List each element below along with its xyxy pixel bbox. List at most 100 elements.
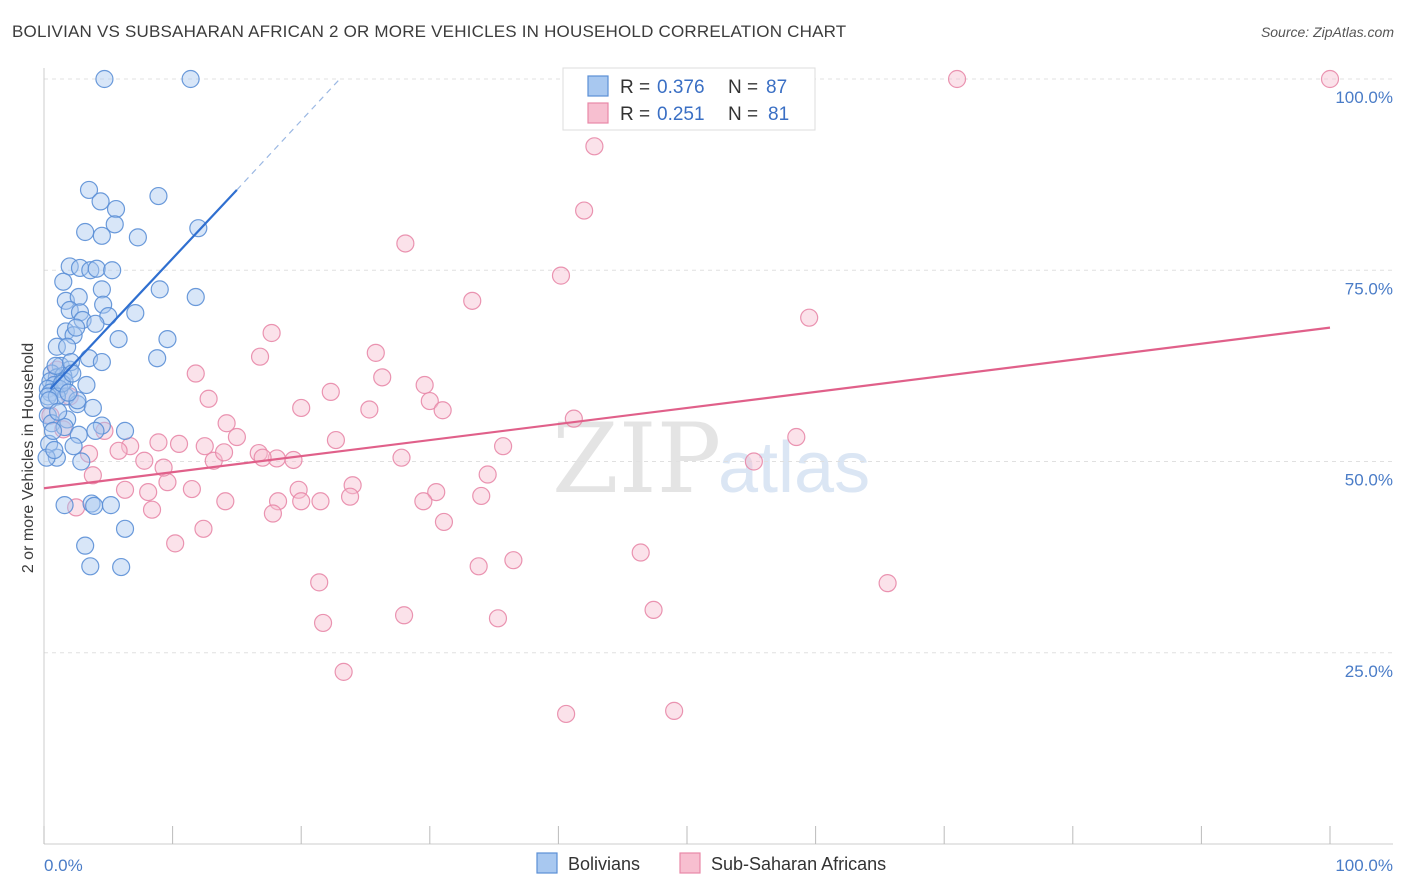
- subsaharan-point-22: [494, 437, 513, 456]
- bolivian-point-56: [55, 417, 74, 437]
- subsaharan-point-15: [199, 389, 218, 408]
- subsaharan-point-38: [744, 452, 763, 471]
- subsaharan-point-18: [360, 400, 379, 419]
- bolivian-point-21: [69, 287, 88, 307]
- subsaharan-point-67: [394, 606, 414, 625]
- bolivian-point-73: [37, 448, 56, 467]
- subsaharan-point-29: [109, 441, 128, 460]
- subsaharan-point-57: [67, 498, 86, 517]
- bottom-legend-swatch-subsaharan: [679, 852, 701, 874]
- subsaharan-point-65: [878, 574, 897, 593]
- subsaharan-point-2: [585, 137, 604, 156]
- subsaharan-point-21: [217, 414, 236, 433]
- bolivian-points: [37, 69, 208, 577]
- subsaharan-point-12: [373, 368, 392, 387]
- legend-n-value-2: 81: [768, 104, 789, 125]
- legend-n-label-2: N =: [728, 104, 758, 125]
- bolivian-point-18: [150, 280, 169, 299]
- bolivian-point-5: [149, 186, 168, 206]
- bolivian-point-28: [86, 314, 105, 333]
- subsaharan-point-8: [262, 323, 281, 343]
- bolivian-point-9: [128, 228, 147, 247]
- legend-swatch-subsaharan: [587, 102, 609, 124]
- subsaharan-point-50: [216, 492, 235, 511]
- bolivian-point-62: [64, 437, 83, 456]
- gridlines: [44, 78, 1393, 654]
- subsaharan-point-58: [194, 519, 213, 538]
- bolivian-point-14: [87, 259, 106, 278]
- bolivian-point-86: [59, 383, 78, 402]
- bottom-legend-bolivians: Bolivians: [568, 854, 640, 874]
- bolivian-point-22: [94, 295, 113, 314]
- bolivian-point-19: [186, 287, 205, 307]
- subsaharan-point-46: [115, 480, 135, 499]
- subsaharan-point-34: [214, 443, 234, 462]
- sub-saharan-points: [41, 69, 1340, 724]
- subsaharan-point-72: [665, 701, 684, 720]
- subsaharan-point-54: [414, 492, 433, 511]
- chart-source: Source: ZipAtlas.com: [1260, 24, 1394, 40]
- subsaharan-point-14: [321, 382, 340, 401]
- legend-r-label-2: R =: [620, 104, 650, 125]
- bolivian-point-15: [103, 261, 122, 280]
- subsaharan-point-42: [289, 480, 308, 499]
- subsaharan-point-49: [472, 486, 491, 506]
- bolivian-point-82: [49, 402, 68, 421]
- bottom-legend-subsaharan: Sub-Saharan Africans: [711, 854, 886, 874]
- bolivian-point-0: [95, 69, 114, 89]
- trend-lines: [43, 78, 1331, 490]
- bolivian-point-10: [189, 219, 208, 238]
- subsaharan-point-63: [469, 557, 488, 576]
- bolivian-point-74: [45, 440, 64, 460]
- bolivian-point-84: [83, 398, 102, 418]
- subsaharan-point-33: [284, 450, 303, 470]
- subsaharan-point-24: [149, 433, 168, 452]
- y-tick-labels: 25.0% 50.0% 75.0% 100.0%: [1335, 88, 1393, 681]
- bolivian-point-1: [181, 69, 200, 89]
- subsaharan-point-55: [142, 500, 162, 519]
- bolivian-point-58: [115, 421, 135, 440]
- chart-title: BOLIVIAN VS SUBSAHARAN AFRICAN 2 OR MORE…: [12, 22, 847, 41]
- subsaharan-point-52: [311, 492, 330, 511]
- subsaharan-point-56: [263, 504, 283, 523]
- subsaharan-point-70: [334, 662, 353, 681]
- subsaharan-point-16: [420, 391, 439, 411]
- x-tick-label-max: 100.0%: [1335, 856, 1393, 875]
- subsaharan-point-10: [366, 343, 385, 362]
- legend: R = 0.376 N = 87 R = 0.251 N = 81: [562, 67, 816, 131]
- subsaharan-point-25: [169, 434, 189, 454]
- subsaharan-point-61: [631, 543, 650, 562]
- bottom-legend-swatch-bolivians: [536, 852, 558, 874]
- bolivian-point-80: [109, 330, 128, 349]
- subsaharan-point-35: [79, 444, 99, 463]
- y-tick-label-75: 75.0%: [1345, 279, 1393, 298]
- bolivian-point-3: [91, 192, 110, 211]
- subsaharan-point-78: [195, 437, 214, 456]
- subsaharan-point-47: [343, 476, 362, 495]
- subsaharan-point-27: [326, 430, 346, 450]
- subsaharan-point-71: [557, 704, 576, 724]
- subsaharan-point-3: [575, 201, 594, 220]
- subsaharan-point-80: [392, 448, 411, 467]
- subsaharan-point-17: [292, 398, 311, 418]
- subsaharan-point-9: [250, 347, 270, 366]
- y-tick-label-100: 100.0%: [1335, 88, 1393, 107]
- legend-r-value-2: 0.251: [657, 104, 705, 125]
- subsaharan-point-26: [227, 427, 246, 447]
- bolivian-point-72: [112, 557, 131, 577]
- bolivian-point-66: [85, 496, 104, 515]
- axes: [43, 68, 1393, 845]
- subsaharan-point-20: [564, 409, 583, 428]
- subsaharan-point-11: [186, 364, 205, 383]
- bolivian-point-71: [81, 557, 100, 576]
- subsaharan-point-6: [463, 291, 482, 310]
- bolivian-point-31: [67, 318, 86, 337]
- bolivian-point-67: [101, 496, 120, 515]
- bolivian-point-78: [61, 352, 81, 372]
- subsaharan-point-69: [313, 613, 333, 633]
- subsaharan-point-60: [166, 534, 185, 553]
- bolivian-trend-line: [49, 189, 238, 390]
- bolivian-point-4: [106, 199, 126, 219]
- bolivian-point-17: [92, 280, 111, 299]
